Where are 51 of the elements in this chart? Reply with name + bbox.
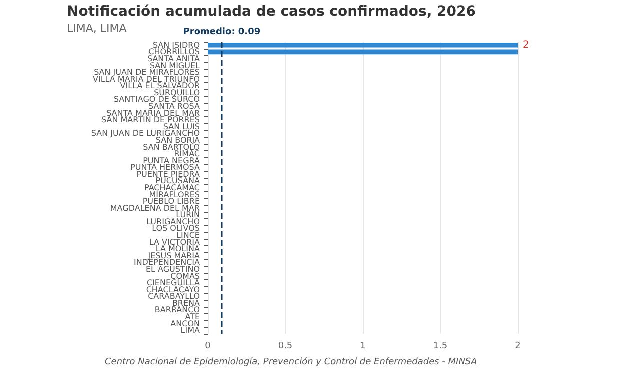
- y-tick-label: CHACLACAYO: [146, 285, 200, 294]
- y-tick-label: PACHACAMAC: [144, 184, 200, 192]
- y-tick-label: SANTA MARIA DEL MAR: [106, 108, 200, 118]
- y-tick-label: MIRAFLORES: [149, 190, 200, 200]
- y-tick-label: CIENEGUILLA: [146, 278, 201, 288]
- y-tick-label: PUEBLO LIBRE: [142, 197, 200, 206]
- y-tick-label: SAN LUIS: [163, 122, 200, 132]
- y-tick-label: SAN JUAN DE MIRAFLORES: [94, 68, 200, 78]
- y-tick-label: LA MOLINA: [156, 244, 201, 254]
- y-tick-label: INDEPENDENCIA: [134, 258, 201, 268]
- y-tick-label: SANTA ANITA: [147, 54, 201, 64]
- x-tick-label: 0: [205, 342, 212, 352]
- y-tick-label: BARRANCO: [154, 306, 200, 315]
- y-tick-label: PUCUSANA: [156, 176, 201, 186]
- y-tick-label: SAN BORJA: [156, 136, 201, 145]
- y-tick-label: LIMA: [180, 326, 201, 336]
- y-tick-label: SANTA ROSA: [148, 102, 201, 112]
- y-tick-label: SURQUILLO: [154, 88, 200, 98]
- y-tick-label: JESUS MARIA: [147, 251, 201, 260]
- data-label: 2: [523, 40, 530, 51]
- y-tick-label: SAN MARTIN DE PORRES: [102, 116, 200, 125]
- y-tick-label: CHORRILLOS: [148, 48, 200, 57]
- y-tick-label: ANCON: [170, 319, 200, 328]
- y-tick-label: SAN MIGUEL: [150, 61, 201, 70]
- chart-title: Notificación acumulada de casos confirmados, 2026: [67, 4, 476, 20]
- y-tick-label: PUENTE PIEDRA: [136, 170, 201, 179]
- y-tick-label: SAN ISIDRO: [152, 40, 200, 50]
- y-tick-label: SANTIAGO DE SURCO: [114, 95, 200, 104]
- y-tick-label: LINCE: [176, 231, 200, 240]
- x-tick-label: 1: [360, 342, 366, 352]
- y-tick-label: SAN BARTOLO: [143, 142, 200, 152]
- text: Centro Nacional de Epidemiología, Prevención y Control de Enfermedades - MINSA: [105, 356, 478, 368]
- y-tick-label: PUNTA NEGRA: [143, 156, 201, 166]
- x-tick-label: 2: [515, 342, 521, 352]
- y-tick-label: LA VICTORIA: [149, 238, 201, 247]
- x-tick-label: 1.5: [433, 342, 448, 352]
- ref-line-label: Promedio: 0.09: [183, 28, 261, 38]
- y-tick-label: PUNTA HERMOSA: [130, 163, 201, 172]
- y-tick-label: VILLA EL SALVADOR: [120, 82, 200, 91]
- x-tick-label: 0.5: [278, 342, 293, 352]
- y-tick-label: RIMAC: [174, 150, 200, 159]
- text: LIMA, LIMA: [67, 22, 128, 35]
- y-tick-label: ATE: [185, 312, 200, 322]
- y-tick-label: LOS OLIVOS: [152, 224, 200, 234]
- y-tick-label: SAN JUAN DE LURIGANCHO: [91, 129, 200, 138]
- y-tick-label: VILLA MARIA DEL TRIUNFO: [92, 74, 200, 84]
- y-tick-label: EL AGUSTINO: [146, 264, 200, 274]
- y-tick-label: LURIN: [176, 210, 200, 220]
- y-tick-label: LURIGANCHO: [146, 217, 200, 226]
- y-tick-label: COMAS: [170, 272, 200, 281]
- y-tick-label: MAGDALENA DEL MAR: [110, 204, 200, 213]
